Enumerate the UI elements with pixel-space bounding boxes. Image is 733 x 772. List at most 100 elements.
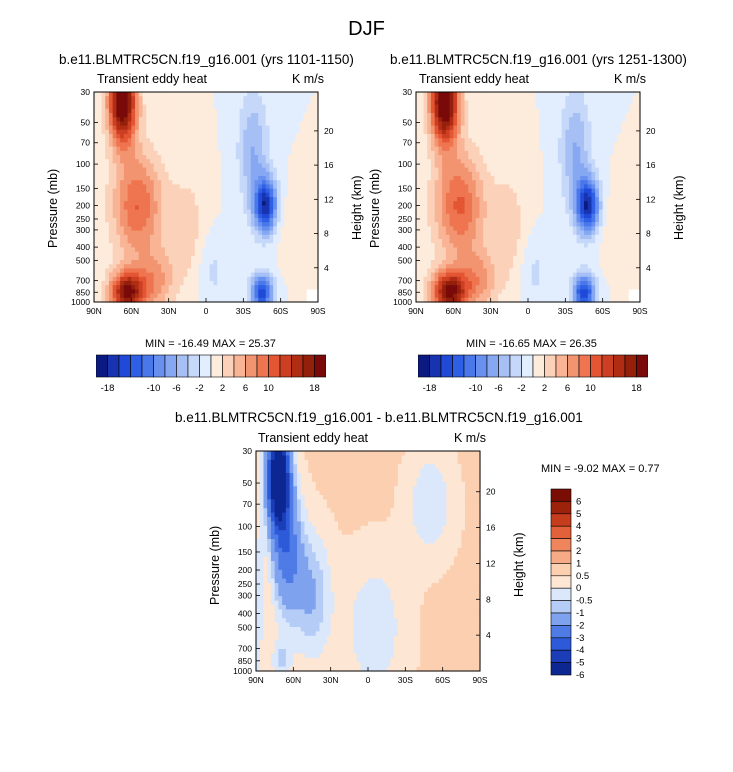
heatmap-cell (442, 159, 447, 164)
heatmap-cell (258, 134, 263, 139)
heatmap-cell (194, 213, 200, 219)
heatmap-cell (254, 226, 259, 232)
heatmap-cell (276, 96, 282, 101)
heatmap-cell (535, 92, 540, 97)
heatmap-cell (554, 218, 559, 223)
heatmap-cell (314, 167, 319, 173)
heatmap-cell (513, 92, 518, 97)
heatmap-cell (535, 155, 540, 160)
heatmap-cell (513, 176, 518, 181)
heatmap-cell (303, 117, 308, 122)
heatmap-cell (483, 155, 488, 160)
heatmap-cell (209, 167, 215, 173)
heatmap-cell (524, 209, 529, 215)
heatmap-cell (146, 272, 151, 278)
heatmap-cell (224, 281, 229, 286)
heatmap-cell (475, 171, 481, 177)
heatmap-cell (232, 138, 237, 143)
heatmap-cell (475, 243, 481, 248)
heatmap-cell (554, 138, 559, 143)
heatmap-cell (427, 213, 432, 219)
heatmap-cell (419, 171, 425, 177)
heatmap-cell (468, 113, 473, 118)
heatmap-cell (457, 134, 462, 139)
heatmap-cell (131, 201, 136, 206)
heatmap-cell (299, 96, 304, 101)
heatmap-cell (299, 163, 304, 169)
heatmap-cell (265, 113, 271, 118)
heatmap-cell (213, 108, 218, 114)
heatmap-cell (250, 264, 256, 269)
heatmap-cell (213, 104, 218, 110)
heatmap-cell (427, 125, 432, 131)
heatmap-cell (486, 142, 492, 148)
heatmap-cell (457, 100, 462, 106)
heatmap-cell (468, 234, 473, 240)
heatmap-cell (153, 104, 159, 110)
heatmap-cell (460, 293, 466, 299)
heatmap-cell (280, 281, 285, 286)
heatmap-cell (554, 180, 559, 185)
heatmap-cell (217, 96, 222, 101)
heatmap-cell (295, 129, 300, 135)
heatmap-cell (273, 201, 278, 206)
heatmap-cell (176, 205, 181, 211)
heatmap-cell (183, 268, 188, 274)
heatmap-cell (306, 234, 312, 240)
heatmap-cell (239, 176, 244, 181)
heatmap-cell (116, 213, 121, 219)
heatmap-cell (457, 92, 462, 97)
heatmap-cell (427, 117, 432, 122)
heatmap-cell (430, 268, 436, 274)
heatmap-cell (127, 121, 132, 127)
heatmap-cell (472, 260, 477, 265)
heatmap-cell (191, 243, 196, 248)
heatmap-cell (127, 138, 132, 143)
heatmap-cell (224, 264, 229, 269)
heatmap-cell (284, 297, 289, 303)
heatmap-cell (150, 121, 155, 127)
heatmap-cell (198, 150, 203, 156)
heatmap-cell (101, 293, 106, 299)
heatmap-cell (146, 96, 151, 101)
heatmap-cell (183, 121, 188, 127)
heatmap-cell (120, 230, 125, 236)
heatmap-cell (108, 243, 114, 248)
heatmap-cell (131, 125, 136, 131)
heatmap-cell (191, 226, 196, 232)
heatmap-cell (94, 218, 99, 223)
heatmap-cell (528, 247, 533, 253)
heatmap-cell (542, 100, 548, 106)
heatmap-cell (108, 134, 114, 139)
heatmap-cell (464, 104, 469, 110)
heatmap-cell (288, 218, 293, 223)
heatmap-cell (546, 96, 551, 101)
heatmap-cell (416, 121, 421, 127)
heatmap-cell (232, 96, 237, 101)
heatmap-cell (235, 251, 241, 257)
heatmap-cell (105, 281, 110, 286)
heatmap-cell (265, 167, 271, 173)
heatmap-cell (284, 222, 289, 227)
heatmap-cell (116, 218, 121, 223)
heatmap-cell (430, 96, 436, 101)
heatmap-cell (423, 104, 428, 110)
heatmap-cell (258, 260, 263, 265)
heatmap-cell (457, 146, 462, 152)
heatmap-cell (157, 108, 162, 114)
heatmap-cell (101, 197, 106, 202)
heatmap-cell (179, 222, 185, 227)
heatmap-cell (217, 142, 222, 148)
heatmap-cell (206, 289, 211, 295)
heatmap-cell (187, 96, 192, 101)
heatmap-cell (542, 268, 548, 274)
heatmap-cell (554, 272, 559, 278)
heatmap-cell (224, 260, 229, 265)
heatmap-cell (191, 276, 196, 282)
heatmap-cell (299, 113, 304, 118)
heatmap-cell (150, 113, 155, 118)
heatmap-cell (438, 192, 443, 198)
heatmap-cell (490, 150, 495, 156)
heatmap-cell (303, 150, 308, 156)
heatmap-cell (445, 96, 451, 101)
